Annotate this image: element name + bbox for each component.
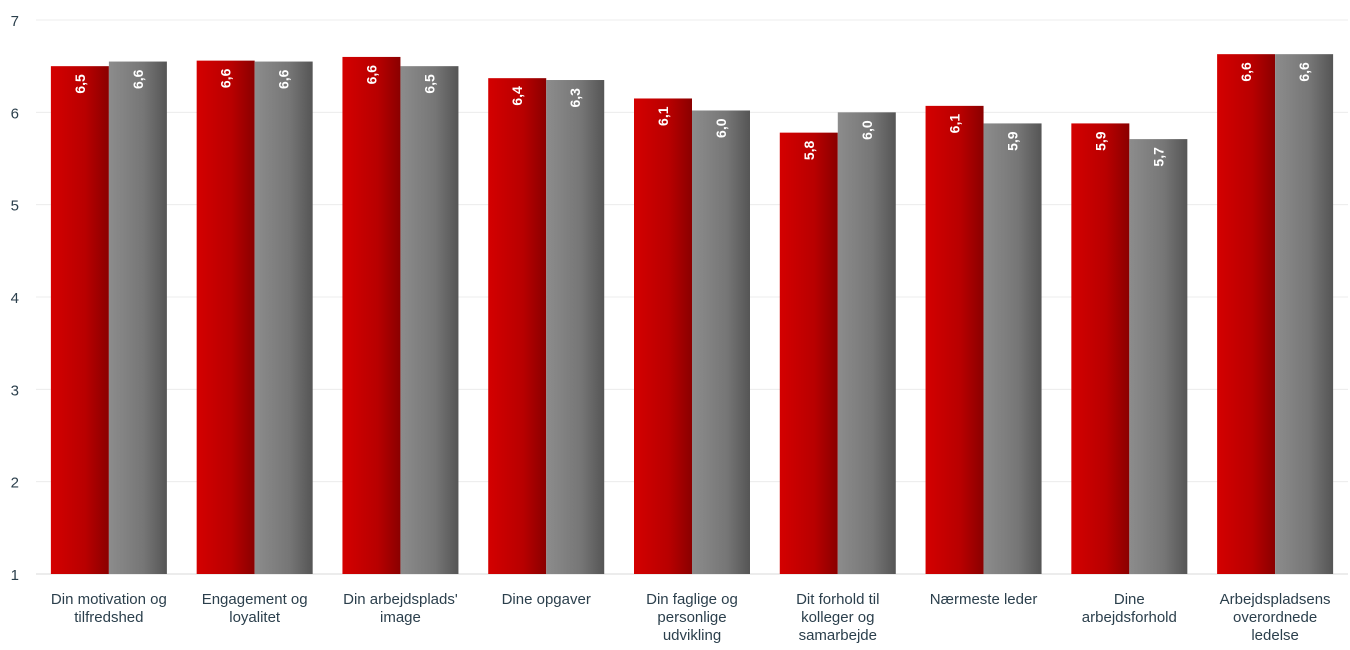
bar-data-label: 6,0 xyxy=(859,120,875,140)
bar-data-label: 6,6 xyxy=(130,69,146,89)
bar xyxy=(342,56,401,574)
bar xyxy=(50,66,109,575)
bar xyxy=(1129,139,1188,575)
bars xyxy=(50,54,1334,575)
bar-data-label: 5,9 xyxy=(1005,131,1021,151)
bar xyxy=(108,61,167,575)
bar-data-label: 6,3 xyxy=(567,88,583,108)
bar xyxy=(837,112,896,574)
y-tick-label: 5 xyxy=(11,198,19,215)
bar-data-label: 6,1 xyxy=(947,114,963,134)
bar xyxy=(634,98,692,574)
x-category-label: Engagement og loyalitet xyxy=(202,591,308,626)
bar xyxy=(488,78,547,575)
bar xyxy=(1275,54,1334,575)
y-axis: 1 2 3 4 5 6 7 xyxy=(11,13,19,584)
bar-data-label: 6,6 xyxy=(363,65,379,85)
bar-data-label: 6,0 xyxy=(713,118,729,138)
bar-data-labels: 6,5 6,6 6,6 6,6 6,6 6,5 6,4 6,3 6,1 6,0 5,8 6,0 6,1 5… xyxy=(72,62,1312,167)
y-tick-label: 6 xyxy=(11,105,19,122)
bar xyxy=(546,80,605,575)
bar-data-label: 6,6 xyxy=(276,69,292,89)
bar xyxy=(1071,123,1130,574)
bar xyxy=(779,132,838,574)
bar xyxy=(1217,54,1276,575)
bar-data-label: 6,1 xyxy=(655,106,671,126)
bar-data-label: 6,4 xyxy=(509,86,525,106)
bar-data-label: 6,6 xyxy=(1296,62,1312,82)
x-category-label: Dine arbejdsforhold xyxy=(1082,591,1177,626)
x-category-label: Dine opgaver xyxy=(502,591,591,608)
x-category-label: Dit forhold til kolleger og samarbejde xyxy=(796,591,879,644)
bar xyxy=(196,60,255,575)
x-axis: Din motivation og tilfredshed Engagement o… xyxy=(51,591,1331,644)
y-tick-label: 1 xyxy=(11,567,19,584)
y-tick-label: 3 xyxy=(11,382,19,399)
bar-data-label: 6,6 xyxy=(1238,62,1254,82)
x-category-label: Din motivation og tilfredshed xyxy=(51,591,167,626)
bar-data-label: 6,5 xyxy=(72,74,88,94)
bar xyxy=(254,61,313,575)
x-category-label: Arbejdspladsens overordnede ledelse xyxy=(1220,591,1331,644)
bar-data-label: 6,6 xyxy=(218,68,234,88)
bar xyxy=(400,66,459,575)
bar xyxy=(692,110,750,574)
bar-data-label: 5,7 xyxy=(1150,147,1166,167)
x-category-label: Din faglige og personlige udvikling xyxy=(646,591,738,644)
bar-data-label: 6,5 xyxy=(421,74,437,94)
bar-data-label: 5,9 xyxy=(1092,131,1108,151)
x-category-label: Din arbejdsplads' image xyxy=(343,591,458,626)
y-tick-label: 2 xyxy=(11,475,19,492)
bar xyxy=(983,123,1042,574)
bar-data-label: 5,8 xyxy=(801,140,817,160)
y-tick-label: 7 xyxy=(11,13,19,30)
bar xyxy=(925,105,984,575)
y-tick-label: 4 xyxy=(11,290,19,307)
x-category-label: Nærmeste leder xyxy=(930,591,1038,608)
